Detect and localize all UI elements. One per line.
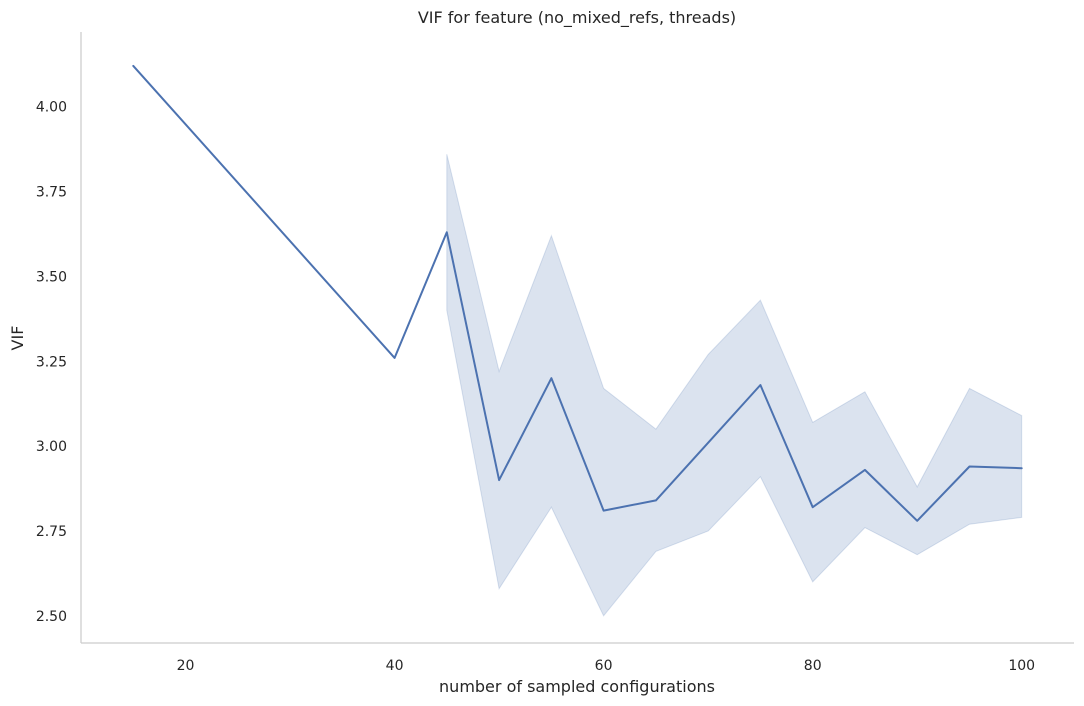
confidence-band-layer [446, 154, 1023, 617]
confidence-band [446, 154, 1023, 617]
x-tick-label: 20 [177, 658, 195, 674]
x-tick-label: 40 [386, 658, 404, 674]
x-tick-labels: 20 40 60 80 100 [177, 658, 1035, 674]
y-tick-labels: 2.50 2.75 3.00 3.25 3.50 3.75 4.00 [36, 100, 67, 625]
x-tick-label: 100 [1008, 658, 1035, 674]
series-line [132, 64, 1023, 522]
y-axis-label: VIF [8, 326, 27, 351]
y-tick-label: 3.75 [36, 185, 67, 201]
x-tick-label: 80 [804, 658, 822, 674]
y-tick-label: 2.75 [36, 524, 67, 540]
y-tick-label: 3.00 [36, 439, 67, 455]
y-tick-label: 3.25 [36, 354, 67, 370]
x-axis-label: number of sampled configurations [439, 677, 715, 696]
y-tick-label: 2.50 [36, 609, 67, 625]
x-tick-label: 60 [595, 658, 613, 674]
y-tick-label: 4.00 [36, 100, 67, 116]
chart-title: VIF for feature (no_mixed_refs, threads) [418, 8, 736, 28]
series-line-layer [132, 64, 1023, 522]
y-tick-label: 3.50 [36, 269, 67, 285]
plot-area [132, 64, 1023, 617]
